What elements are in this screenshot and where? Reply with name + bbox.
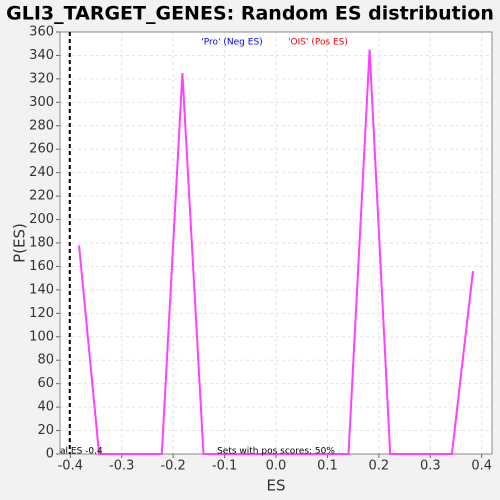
y-tick-label: 140 (29, 282, 54, 297)
x-tick-label: 0.0 (266, 459, 287, 474)
x-tick-label: -0.2 (160, 459, 185, 474)
y-tick-label: 100 (29, 329, 54, 344)
y-tick-label: 320 (29, 71, 54, 86)
actual-es-label: al ES -0.4 (60, 447, 103, 457)
y-tick-label: 200 (29, 212, 54, 227)
x-tick-label: 0.3 (420, 459, 441, 474)
y-tick-label: 340 (29, 48, 54, 63)
y-tick-label: 160 (29, 259, 54, 274)
y-tick-label: 220 (29, 189, 54, 204)
pos-scores-label: Sets with pos scores: 50% (217, 447, 335, 457)
y-tick-label: 280 (29, 118, 54, 133)
y-tick-label: 20 (37, 423, 54, 438)
x-tick-label: 0.2 (369, 459, 390, 474)
y-tick-label: 300 (29, 95, 54, 110)
y-tick-label: 80 (37, 353, 54, 368)
legend-entry: 'OIS' (Pos ES) (288, 38, 348, 48)
x-tick-label: -0.4 (58, 459, 83, 474)
y-tick-label: 120 (29, 306, 54, 321)
y-tick-label: 0 (46, 447, 54, 462)
x-axis-label: ES (267, 477, 286, 495)
x-tick-label: -0.3 (109, 459, 134, 474)
y-tick-label: 260 (29, 142, 54, 157)
x-tick-label: -0.1 (212, 459, 237, 474)
y-tick-label: 360 (29, 25, 54, 40)
y-tick-label: 240 (29, 165, 54, 180)
es-line (78, 49, 474, 455)
y-tick-label: 60 (37, 376, 54, 391)
y-tick-label: 180 (29, 236, 54, 251)
y-axis-label: P(ES) (11, 223, 29, 263)
y-tick-label: 40 (37, 400, 54, 415)
chart-title: GLI3_TARGET_GENES: Random ES distributio… (6, 3, 494, 25)
legend-entry: 'Pro' (Neg ES) (201, 38, 262, 48)
x-tick-label: 0.4 (471, 459, 492, 474)
x-tick-label: 0.1 (317, 459, 338, 474)
